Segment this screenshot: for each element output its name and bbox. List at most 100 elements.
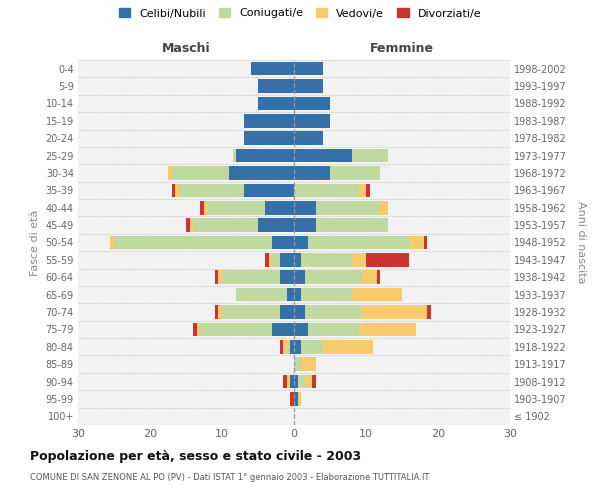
Bar <box>280 270 294 284</box>
Bar <box>215 270 218 284</box>
Bar <box>359 184 366 197</box>
Y-axis label: Anni di nascita: Anni di nascita <box>577 201 586 284</box>
Bar <box>222 305 280 319</box>
Bar <box>308 322 359 336</box>
Bar <box>380 201 388 214</box>
Bar <box>294 340 301 353</box>
Bar <box>366 184 370 197</box>
Bar <box>294 149 352 162</box>
Bar <box>352 288 402 302</box>
Bar <box>283 340 287 353</box>
Bar <box>427 305 431 319</box>
Bar <box>301 288 352 302</box>
Bar <box>244 114 294 128</box>
Bar <box>294 358 301 371</box>
Bar <box>272 253 280 266</box>
Bar <box>197 322 200 336</box>
Bar <box>287 375 290 388</box>
Bar <box>218 270 222 284</box>
Bar <box>283 375 287 388</box>
Bar <box>330 166 380 180</box>
Bar <box>301 253 352 266</box>
Bar <box>294 218 316 232</box>
Y-axis label: Fasce di età: Fasce di età <box>30 210 40 276</box>
Legend: Celibi/Nubili, Coniugati/e, Vedovi/e, Divorziati/e: Celibi/Nubili, Coniugati/e, Vedovi/e, Di… <box>119 8 481 18</box>
Bar <box>294 132 323 145</box>
Text: Popolazione per età, sesso e stato civile - 2003: Popolazione per età, sesso e stato civil… <box>30 450 361 463</box>
Bar <box>298 375 305 388</box>
Bar <box>287 288 294 302</box>
Bar <box>316 201 380 214</box>
Bar <box>280 253 294 266</box>
Bar <box>352 253 366 266</box>
Bar <box>301 358 316 371</box>
Bar <box>258 96 294 110</box>
Bar <box>294 305 305 319</box>
Bar <box>236 149 294 162</box>
Bar <box>244 132 294 145</box>
Bar <box>308 236 409 250</box>
Bar <box>305 375 312 388</box>
Text: Maschi: Maschi <box>161 42 211 55</box>
Bar <box>294 253 301 266</box>
Bar <box>190 218 193 232</box>
Bar <box>280 305 294 319</box>
Bar <box>294 96 330 110</box>
Bar <box>236 288 287 302</box>
Bar <box>290 375 294 388</box>
Bar <box>222 270 280 284</box>
Bar <box>294 184 359 197</box>
Bar <box>294 236 308 250</box>
Bar <box>110 236 114 250</box>
Bar <box>305 270 362 284</box>
Bar <box>294 166 330 180</box>
Bar <box>218 305 222 319</box>
Bar <box>362 270 377 284</box>
Bar <box>305 305 362 319</box>
Bar <box>409 236 424 250</box>
Text: COMUNE DI SAN ZENONE AL PO (PV) - Dati ISTAT 1° gennaio 2003 - Elaborazione TUTT: COMUNE DI SAN ZENONE AL PO (PV) - Dati I… <box>30 472 430 482</box>
Bar <box>200 201 204 214</box>
Bar <box>200 322 272 336</box>
Bar <box>251 62 294 76</box>
Bar <box>323 340 373 353</box>
Bar <box>366 253 409 266</box>
Bar <box>280 340 283 353</box>
Bar <box>294 201 316 214</box>
Bar <box>298 392 301 406</box>
Text: Femmine: Femmine <box>370 42 434 55</box>
Bar <box>301 340 323 353</box>
Bar <box>172 184 175 197</box>
Bar <box>312 375 316 388</box>
Bar <box>172 166 229 180</box>
Bar <box>114 236 272 250</box>
Bar <box>175 184 179 197</box>
Bar <box>272 322 294 336</box>
Bar <box>258 218 294 232</box>
Bar <box>265 253 269 266</box>
Bar <box>258 80 294 93</box>
Bar <box>294 270 305 284</box>
Bar <box>316 218 388 232</box>
Bar <box>287 340 290 353</box>
Bar <box>294 288 301 302</box>
Bar <box>294 114 330 128</box>
Bar <box>215 305 218 319</box>
Bar <box>424 236 427 250</box>
Bar <box>269 253 272 266</box>
Bar <box>294 322 308 336</box>
Bar <box>290 340 294 353</box>
Bar <box>244 184 294 197</box>
Bar <box>352 149 388 162</box>
Bar <box>193 218 258 232</box>
Bar <box>290 392 294 406</box>
Bar <box>265 201 294 214</box>
Bar <box>294 62 323 76</box>
Bar <box>233 149 236 162</box>
Bar <box>362 305 427 319</box>
Bar <box>359 322 416 336</box>
Bar <box>377 270 380 284</box>
Bar <box>229 166 294 180</box>
Bar <box>272 236 294 250</box>
Bar <box>294 80 323 93</box>
